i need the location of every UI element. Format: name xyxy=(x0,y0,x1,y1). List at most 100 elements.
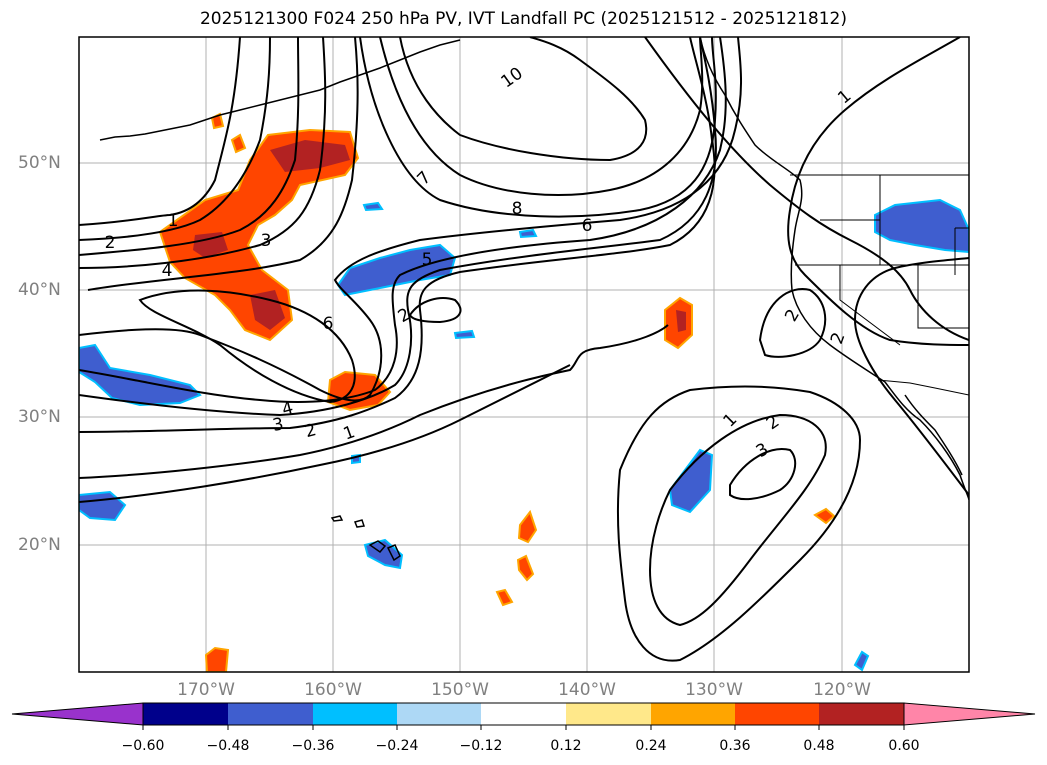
border-us-mexico xyxy=(877,379,969,396)
contour-label: 2 xyxy=(303,420,319,442)
pv-negative-small-3 xyxy=(362,201,384,212)
colorbar-tick-label: 0.36 xyxy=(719,738,751,754)
lat-label: 20°N xyxy=(18,535,61,555)
contour-label: 1 xyxy=(341,422,358,444)
pv-positive-blob-south xyxy=(495,588,514,607)
political-borders xyxy=(790,174,969,396)
contour-line-13 xyxy=(399,37,648,162)
colorbar-extend-high xyxy=(903,702,1036,726)
contour-line-12 xyxy=(79,364,571,503)
contour-label: 2 xyxy=(105,233,116,253)
lat-label: 30°N xyxy=(18,407,61,427)
colorbar-bin xyxy=(228,703,313,725)
colorbar-frame xyxy=(142,702,905,726)
pv-positive-central-pacific xyxy=(326,370,392,412)
pv-negative-small-5 xyxy=(853,650,870,672)
lon-label: 130°W xyxy=(685,680,743,700)
colorbar-bin xyxy=(566,703,651,725)
pv-negative-small-2 xyxy=(518,228,538,239)
contour-line-1 xyxy=(79,37,241,226)
lon-label: 150°W xyxy=(431,680,489,700)
colorbar-tick-label: 0.60 xyxy=(888,738,920,754)
colorbar-extend-low xyxy=(11,702,144,726)
pv-negative-northwest-us xyxy=(874,198,969,254)
pv-strong-aleutian-core-1 xyxy=(270,140,350,172)
lon-label: 120°W xyxy=(813,680,871,700)
colorbar-tick-label: −0.48 xyxy=(206,738,250,754)
colorbar-bin xyxy=(397,703,481,725)
contour-line-11 xyxy=(79,324,669,479)
colorbar-tick-label: 0.24 xyxy=(635,738,667,754)
colorbar-bin xyxy=(313,703,397,725)
contour-label: 1 xyxy=(168,211,179,231)
contour-label: 2 xyxy=(781,306,804,325)
ivt-contours xyxy=(79,37,969,662)
contour-label: 2 xyxy=(827,330,849,347)
contour-line-4 xyxy=(79,37,327,269)
pv-negative-hawaii xyxy=(363,538,404,570)
pv-filled-regions xyxy=(79,112,969,672)
contour-line-7 xyxy=(79,37,742,402)
coastline-hawaii-1 xyxy=(368,540,387,554)
contour-line-2 xyxy=(79,37,271,241)
colorbar-tick-label: −0.12 xyxy=(459,738,503,754)
colorbar-bin xyxy=(819,703,904,725)
contour-label: 10 xyxy=(498,64,527,93)
contour-label: 6 xyxy=(582,216,593,236)
pv-negative-west-region xyxy=(79,343,202,407)
colorbar-bin xyxy=(735,703,819,725)
pv-strong-aleutian-core-3 xyxy=(250,290,285,330)
coastlines xyxy=(99,37,969,562)
map-frame xyxy=(78,36,970,673)
border-us-states-4 xyxy=(839,265,901,346)
coastline-hawaii-4 xyxy=(353,519,365,528)
colorbar xyxy=(11,702,1036,730)
colorbar-bin xyxy=(481,703,566,725)
lon-label: 160°W xyxy=(304,680,362,700)
pv-negative-small-1 xyxy=(453,329,476,340)
coastline-alaska-islands xyxy=(99,39,461,141)
pv-negative-dateline xyxy=(79,490,127,522)
contour-label: 3 xyxy=(261,231,272,251)
border-us-states-6 xyxy=(954,227,969,275)
lat-label: 50°N xyxy=(18,153,61,173)
contour-line-8 xyxy=(79,37,727,403)
contour-label: 4 xyxy=(280,398,296,420)
border-us-states-5 xyxy=(917,265,969,329)
pv-positive-blob-bottom xyxy=(204,646,230,672)
pv-positive-blob-hawaii-north xyxy=(517,509,538,544)
pv-strong-aleutian-core-2 xyxy=(193,232,228,258)
contour-label: 6 xyxy=(323,314,334,334)
contour-label: 7 xyxy=(414,168,436,190)
colorbar-tick-label: 0.12 xyxy=(550,738,582,754)
contour-label: 3 xyxy=(271,414,285,436)
lon-label: 170°W xyxy=(177,680,235,700)
lat-label: 40°N xyxy=(18,280,61,300)
contour-line-16 xyxy=(409,297,462,324)
figure-title: 2025121300 F024 250 hPa PV, IVT Landfall… xyxy=(199,9,847,29)
contour-line-15 xyxy=(359,37,717,218)
pv-positive-blob-baja xyxy=(813,507,836,525)
coastline-hawaii-2 xyxy=(386,544,401,562)
colorbar-ticks xyxy=(142,725,905,730)
pv-negative-central-region xyxy=(336,243,457,297)
contour-line-20 xyxy=(853,257,969,496)
coastline-hawaii-3 xyxy=(330,515,344,522)
colorbar-tick-label: −0.36 xyxy=(291,738,335,754)
contour-line-18 xyxy=(787,37,969,346)
contour-line-19 xyxy=(758,288,827,358)
contour-line-6 xyxy=(138,289,356,404)
contour-line-10 xyxy=(79,37,716,433)
colorbar-bin xyxy=(143,703,228,725)
contour-line-23 xyxy=(729,448,797,501)
contour-line-5 xyxy=(87,37,359,291)
contour-label: 5 xyxy=(422,250,433,270)
pv-positive-blob-hawaii-south xyxy=(516,554,535,582)
lon-label: 140°W xyxy=(558,680,616,700)
colorbar-tick-label: −0.24 xyxy=(375,738,419,754)
colorbar-tick-label: −0.60 xyxy=(121,738,165,754)
coastline-north-america xyxy=(699,37,969,501)
pv-positive-small-1 xyxy=(230,133,247,154)
contour-line-22 xyxy=(648,413,827,627)
